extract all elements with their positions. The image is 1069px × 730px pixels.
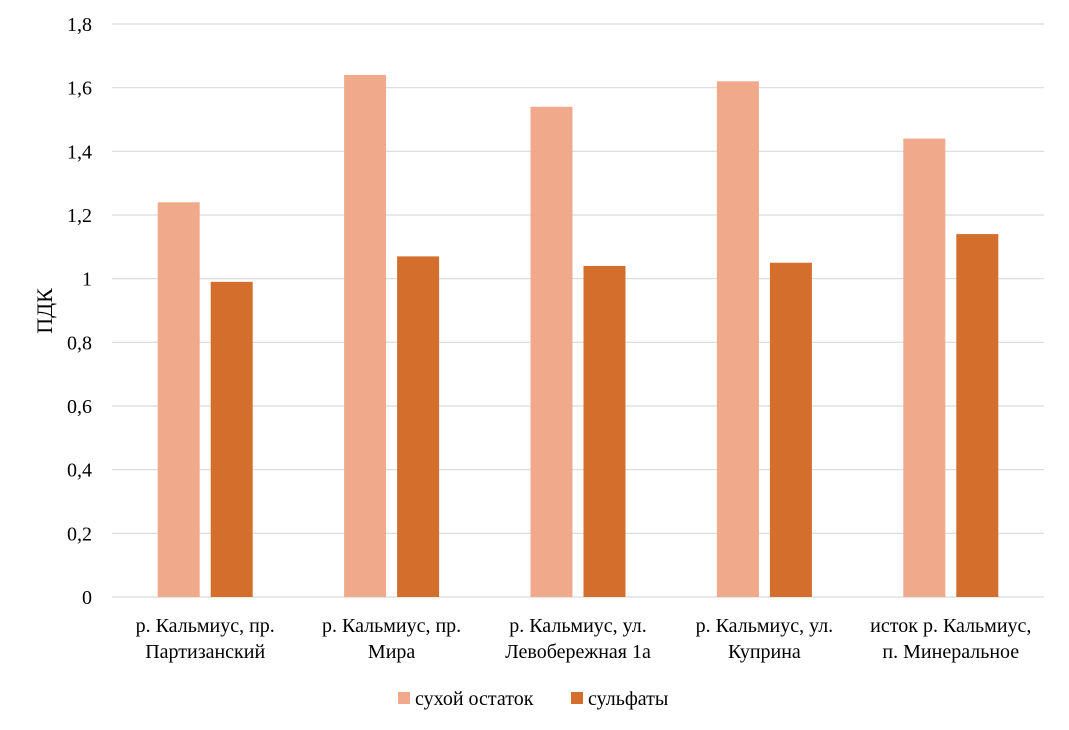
category-label: исток р. Кальмиус, <box>870 615 1031 637</box>
bar-sulfates <box>769 262 812 597</box>
bar-dry-residue <box>716 81 759 598</box>
y-tick-label: 1,2 <box>67 205 92 227</box>
bars <box>157 74 999 598</box>
category-label: п. Минеральное <box>882 641 1019 663</box>
y-tick-label: 1,4 <box>67 141 92 163</box>
legend-label: сульфаты <box>588 688 668 710</box>
bar-dry-residue <box>903 138 946 597</box>
category-label: Мира <box>368 641 415 663</box>
category-label: р. Кальмиус, ул. <box>509 615 647 637</box>
bar-dry-residue <box>157 202 200 597</box>
y-tick-label: 0,2 <box>67 523 92 545</box>
y-tick-label: 0 <box>82 587 92 609</box>
category-label: Левобережная 1а <box>505 641 651 663</box>
legend-swatch <box>398 692 410 704</box>
bar-dry-residue <box>344 74 387 597</box>
x-axis-categories: р. Кальмиус, пр. Партизанский р. Кальмиус,… <box>136 615 1032 663</box>
y-tick-label: 1,6 <box>67 78 92 100</box>
y-tick-label: 0,8 <box>67 332 92 354</box>
bar-sulfates <box>210 281 253 597</box>
category-label: р. Кальмиус, пр. <box>136 615 275 637</box>
gridlines <box>112 23 1044 598</box>
y-tick-label: 1,8 <box>67 14 92 36</box>
bar-dry-residue <box>530 106 573 598</box>
y-tick-label: 1 <box>82 269 92 291</box>
category-label: Куприна <box>728 641 801 663</box>
bar-sulfates <box>583 265 626 597</box>
legend-label: сухой остаток <box>415 688 534 710</box>
y-axis-ticks: 0 0,2 0,4 0,6 0,8 1 1,2 1,4 1,6 1,8 <box>67 14 92 609</box>
bar-sulfates <box>397 256 440 597</box>
y-tick-label: 0,4 <box>67 460 92 482</box>
y-tick-label: 0,6 <box>67 396 92 418</box>
legend-swatch <box>571 692 583 704</box>
legend: сухой остаток сульфаты <box>398 688 668 710</box>
bar-sulfates <box>956 234 999 597</box>
category-label: Партизанский <box>145 641 265 663</box>
category-label: р. Кальмиус, пр. <box>322 615 461 637</box>
category-label: р. Кальмиус, ул. <box>696 615 834 637</box>
y-axis-title: ПДК <box>32 288 57 334</box>
